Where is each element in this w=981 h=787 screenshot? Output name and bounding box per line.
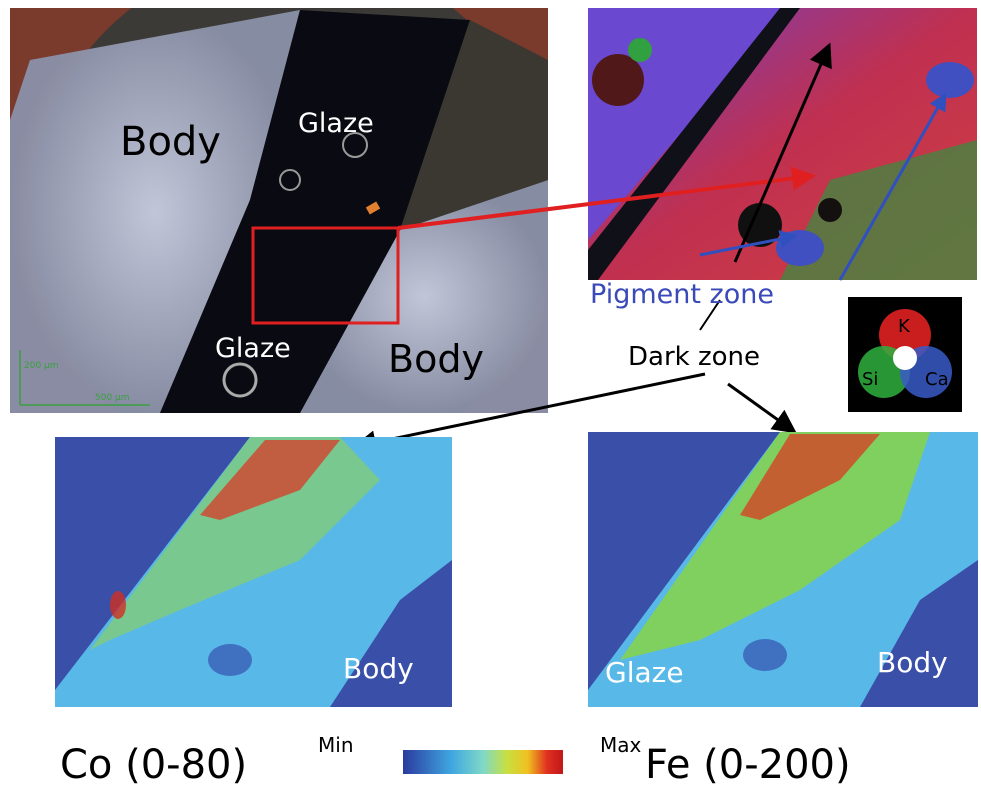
element-legend: K Si Ca <box>848 297 962 412</box>
label: Glaze <box>605 656 684 689</box>
co-map <box>55 437 452 707</box>
label: Body <box>877 646 948 679</box>
colorbar-min: Min <box>318 733 354 757</box>
fe-map <box>588 432 978 707</box>
arrow <box>397 166 816 230</box>
arrow <box>727 382 797 434</box>
legend-label: K <box>898 316 911 337</box>
colorbar-max: Max <box>600 733 642 757</box>
arrow <box>838 92 947 281</box>
label: Body <box>343 652 414 685</box>
scale-label: 500 µm <box>95 393 130 403</box>
legend-label: Si <box>862 369 878 390</box>
label: Pigment zone <box>590 279 774 310</box>
colorbar <box>403 750 563 774</box>
label: Body <box>120 119 221 165</box>
label: Body <box>388 337 484 381</box>
arrow <box>352 372 706 455</box>
pointer <box>699 299 721 331</box>
colorbar-title: Co (0-80) <box>60 742 247 787</box>
optical-image <box>10 8 548 413</box>
arrow <box>699 230 798 257</box>
colorbar-title: Fe (0-200) <box>645 742 851 787</box>
legend-label: Ca <box>925 369 949 390</box>
zoom-box <box>251 226 400 325</box>
scale-label: 200 µm <box>24 361 59 371</box>
label: Glaze <box>298 108 374 139</box>
arrow <box>733 42 832 263</box>
zoom-image <box>588 8 977 280</box>
label: Dark zone <box>628 342 760 372</box>
label: Glaze <box>215 333 291 364</box>
